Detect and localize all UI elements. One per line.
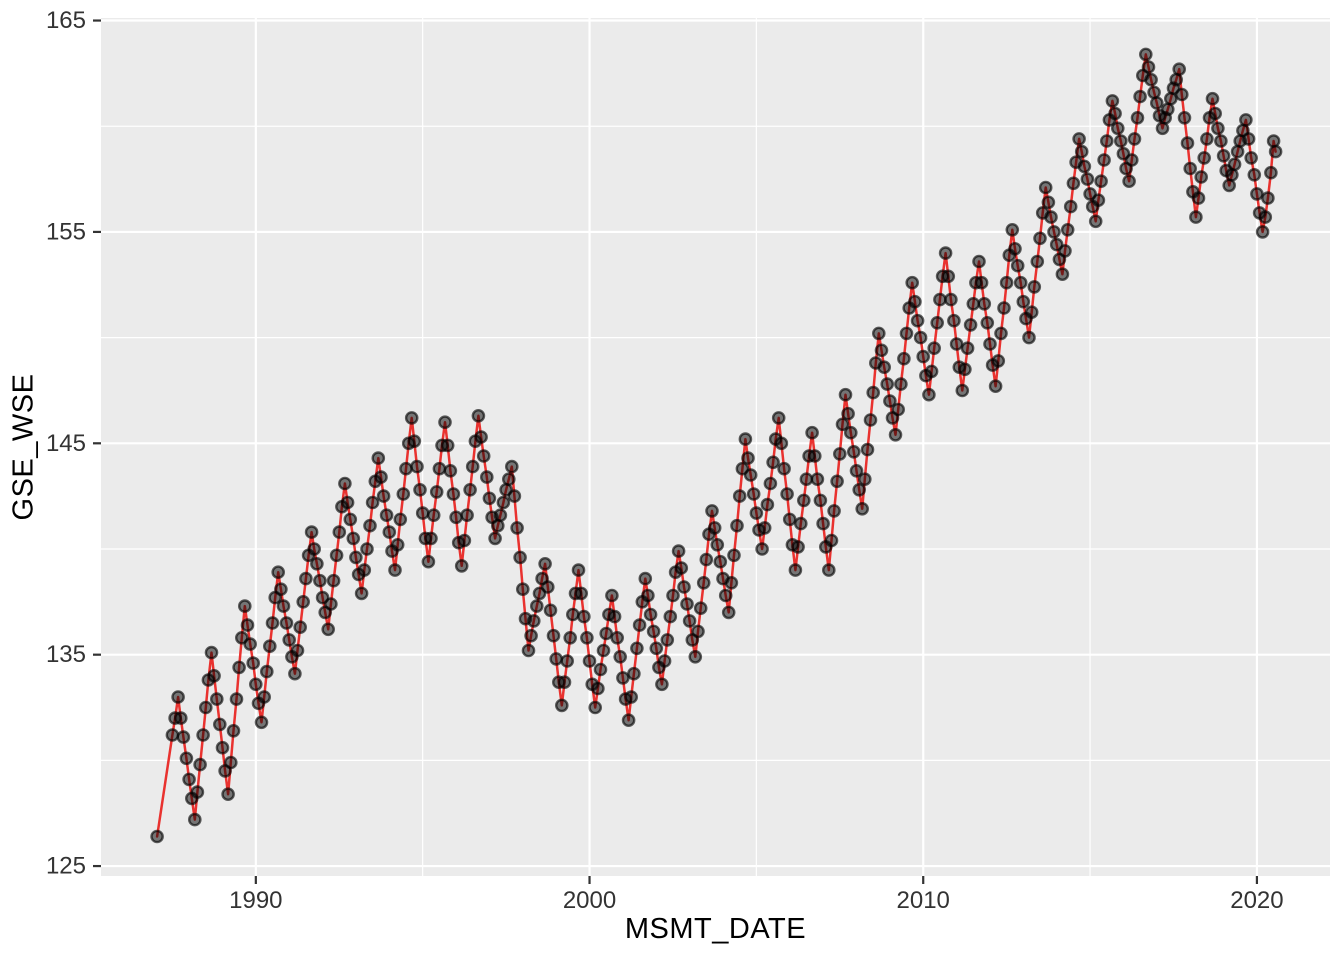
x-tick-label: 2000	[563, 887, 616, 914]
axis-tick-marks	[93, 19, 1259, 884]
x-axis-title: MSMT_DATE	[624, 913, 807, 945]
x-tick-label: 2020	[1230, 887, 1283, 914]
y-tick-label: 125	[46, 853, 86, 880]
y-axis-title: GSE_WSE	[7, 373, 40, 521]
x-tick-label: 2010	[897, 887, 950, 914]
x-tick-label: 1990	[229, 887, 282, 914]
y-tick-label: 145	[46, 430, 86, 457]
plot-panel	[101, 18, 1330, 876]
series-points	[150, 47, 1283, 844]
y-tick-label: 135	[46, 641, 86, 668]
y-tick-label: 155	[46, 218, 86, 245]
y-tick-label: 165	[46, 7, 86, 34]
